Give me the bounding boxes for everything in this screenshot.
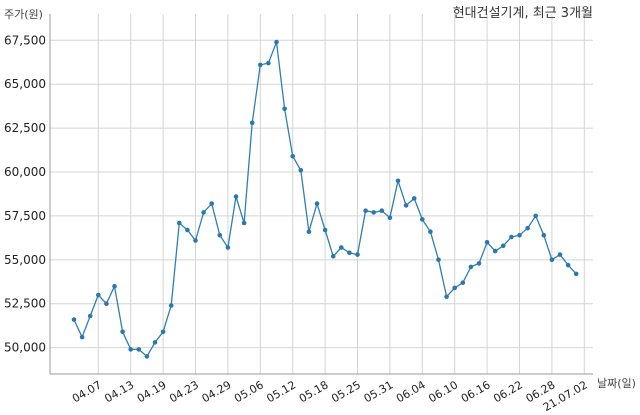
data-point [193, 238, 198, 243]
data-point [363, 208, 368, 213]
x-tick-labels: 04.0704.1304.1904.2304.2905.0605.1205.18… [70, 378, 590, 414]
data-point [484, 240, 490, 245]
data-point [152, 340, 158, 345]
data-point [144, 354, 150, 359]
data-point [120, 329, 125, 335]
y-tick-label: 65,000 [4, 77, 46, 91]
data-point [306, 229, 312, 234]
data-point [201, 210, 206, 215]
data-point [241, 220, 247, 226]
data-point [436, 257, 441, 263]
x-tick-label: 05.06 [232, 378, 266, 405]
y-tick-labels: 50,000 52,500 55,000 57,500 60,000 62,500 65,0… [4, 33, 46, 354]
data-point [112, 283, 117, 289]
data-point [444, 294, 449, 300]
data-point [104, 301, 109, 307]
x-tick-label: 06.22 [491, 378, 525, 405]
y-tick-label: 55,000 [4, 253, 46, 267]
data-point [282, 106, 287, 112]
data-point [517, 232, 522, 238]
y-tick-label: 50,000 [4, 341, 46, 355]
data-point [274, 39, 279, 45]
data-point [549, 257, 555, 263]
data-point [330, 253, 336, 259]
data-point [355, 252, 360, 257]
data-point [501, 243, 506, 249]
data-point [209, 201, 214, 206]
x-tick-label: 06.16 [459, 378, 493, 405]
data-point [428, 229, 433, 234]
data-point [160, 329, 166, 335]
data-point [573, 271, 579, 277]
data-point [298, 168, 304, 173]
data-point [557, 252, 563, 257]
data-point [233, 194, 239, 199]
x-tick-label: 04.19 [135, 378, 169, 405]
x-tick-label: 04.29 [200, 378, 234, 405]
data-point [379, 208, 385, 213]
axes [49, 14, 593, 375]
x-tick-label: 05.25 [329, 378, 363, 405]
data-point [476, 261, 482, 266]
data-point [403, 203, 409, 208]
data-point [136, 347, 142, 352]
data-point [185, 227, 190, 233]
data-point [96, 292, 101, 298]
data-point [128, 347, 133, 352]
data-point [452, 285, 458, 291]
data-point [266, 60, 271, 66]
data-point [339, 245, 344, 250]
x-tick-label: 04.23 [167, 378, 201, 405]
data-point [468, 264, 474, 270]
data-point [533, 213, 538, 219]
data-point [71, 317, 77, 322]
data-point [395, 178, 401, 184]
data-point [290, 153, 296, 159]
x-tick-label: 06.10 [426, 378, 460, 405]
data-point [371, 210, 377, 215]
x-tick-label: 06.04 [394, 378, 428, 405]
data-point [322, 227, 328, 233]
data-point [258, 62, 263, 68]
data-point [87, 313, 93, 319]
gridlines [50, 14, 593, 374]
y-tick-label: 62,500 [4, 121, 46, 135]
x-tick-label: 05.31 [362, 378, 396, 405]
data-point [168, 303, 174, 308]
data-point [525, 225, 530, 231]
data-point [249, 120, 255, 126]
data-point [79, 334, 85, 340]
y-tick-label: 57,500 [4, 209, 46, 223]
data-point [460, 280, 466, 286]
data-point [565, 262, 571, 268]
data-point [225, 245, 231, 250]
data-point [420, 217, 425, 222]
y-axis-label: 주가(원) [4, 8, 43, 21]
chart-title: 현대건설기계, 최근 3개월 [453, 6, 593, 21]
x-axis-label: 날짜(일) [597, 376, 636, 390]
price-points [71, 39, 579, 359]
y-tick-label: 52,500 [4, 297, 46, 311]
x-tick-label: 05.12 [264, 378, 298, 405]
data-point [492, 248, 498, 254]
data-point [314, 201, 320, 206]
data-point [177, 220, 182, 226]
x-tick-label: 04.13 [102, 378, 136, 405]
y-tick-label: 67,500 [4, 33, 46, 47]
x-tick-label: 05.18 [297, 378, 331, 405]
data-point [387, 215, 393, 220]
data-point [217, 232, 223, 238]
data-point [509, 234, 514, 240]
data-point [411, 196, 417, 201]
y-tick-label: 60,000 [4, 165, 46, 179]
data-point [541, 232, 547, 238]
x-tick-label: 04.07 [70, 378, 104, 405]
data-point [347, 250, 352, 256]
